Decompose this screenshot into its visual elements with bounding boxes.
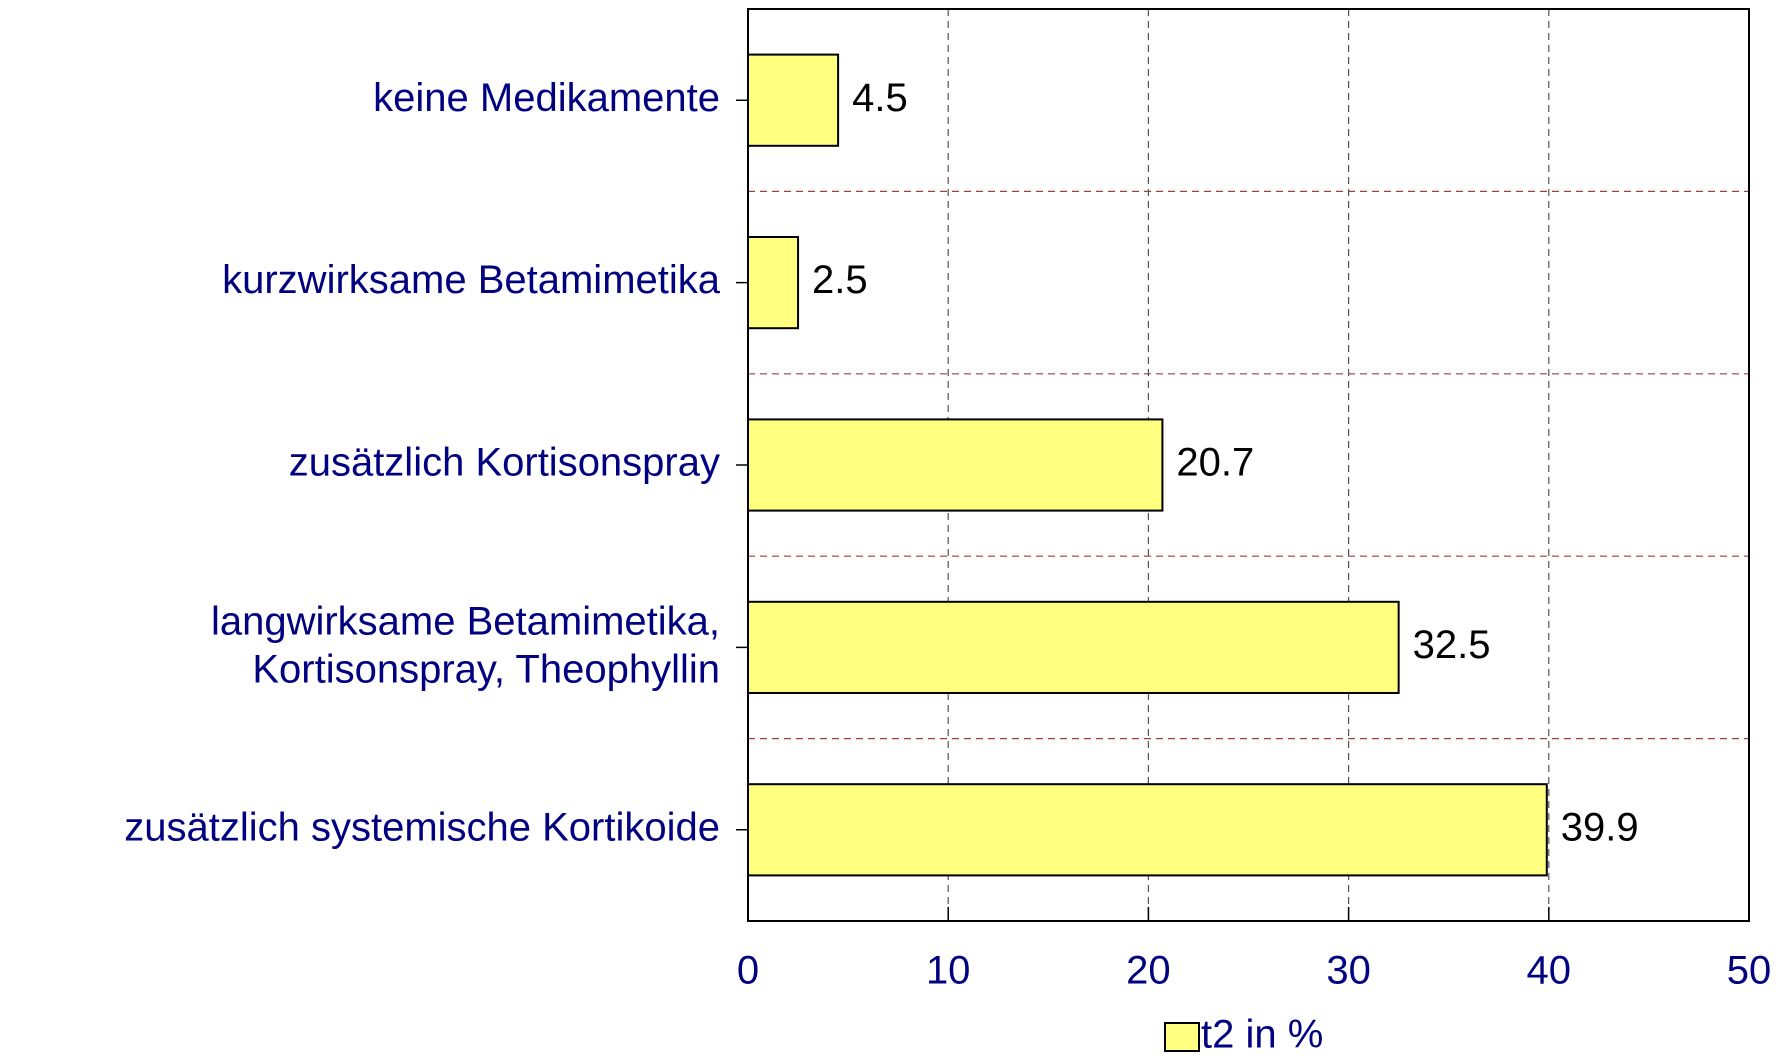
x-tick-label: 30 bbox=[1326, 949, 1371, 993]
value-label: 39.9 bbox=[1561, 805, 1639, 849]
y-tick-label: zusätzlich Kortisonspray bbox=[289, 441, 720, 485]
bar bbox=[747, 783, 1548, 877]
y-tick-label: kurzwirksame Betamimetika bbox=[222, 258, 721, 302]
x-tick-label: 50 bbox=[1727, 949, 1772, 993]
x-tick-label: 20 bbox=[1126, 949, 1171, 993]
legend-label: t2 in % bbox=[1201, 1013, 1323, 1057]
x-tick-label: 40 bbox=[1527, 949, 1572, 993]
x-tick-label: 10 bbox=[926, 949, 971, 993]
y-tick-label: zusätzlich systemische Kortikoide bbox=[124, 805, 720, 849]
bar bbox=[747, 600, 1400, 694]
y-tick-label: langwirksame Betamimetika, Kortisonspray,… bbox=[211, 599, 720, 691]
value-label: 4.5 bbox=[852, 76, 908, 120]
y-tick-label: keine Medikamente bbox=[373, 76, 720, 120]
value-label: 20.7 bbox=[1176, 441, 1254, 485]
x-tick-label: 0 bbox=[737, 949, 759, 993]
value-label: 32.5 bbox=[1413, 623, 1491, 667]
bar bbox=[747, 53, 840, 147]
value-label: 2.5 bbox=[812, 258, 868, 302]
legend-swatch bbox=[1164, 1022, 1200, 1052]
bar bbox=[747, 236, 800, 330]
bar bbox=[747, 418, 1164, 512]
plot-frame bbox=[747, 8, 1750, 922]
